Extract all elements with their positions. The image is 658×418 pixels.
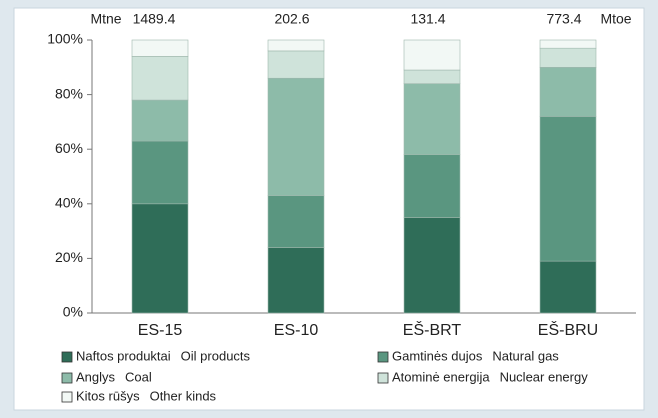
bar-segment [403,39,461,71]
unit-left: Mtne [90,11,121,27]
bar-segment [539,67,597,117]
x-tick-label: ES-15 [138,322,183,339]
bar-segment [131,56,189,101]
total-label: 202.6 [274,11,309,27]
legend-swatch [377,372,389,384]
y-tick-label: 80% [55,85,83,101]
legend-label: Anglys [76,369,116,384]
bar-segment [539,47,597,68]
bar-segment [539,39,597,49]
bar-segment [131,39,189,57]
bar-segment [267,195,325,248]
bar-segment [131,203,189,314]
bar-segment [131,99,189,142]
legend-label-en: Other kinds [150,388,217,403]
total-label: 773.4 [546,11,581,27]
legend-swatch [377,351,389,363]
legend-label-en: Natural gas [492,348,559,363]
total-label: 1489.4 [133,11,176,27]
y-tick-label: 40% [55,195,83,211]
x-tick-label: EŠ-BRT [403,320,462,339]
x-tick-label: ES-10 [274,322,319,339]
legend-label: Naftos produktai [76,348,171,363]
bar-segment [267,247,325,314]
bar-segment [403,154,461,218]
total-label: 131.4 [410,11,445,27]
bar-segment [131,140,189,205]
bar-segment [403,83,461,155]
legend-swatch [61,351,73,363]
y-tick-label: 100% [47,31,83,47]
legend-label-en: Nuclear energy [500,369,589,384]
chart-frame [13,7,645,411]
unit-right: Mtoe [600,11,631,27]
bar-segment [267,39,325,52]
bar-segment [403,69,461,84]
bar-segment [539,116,597,262]
bar-segment [267,50,325,79]
x-tick-label: EŠ-BRU [538,320,598,339]
legend-label: Kitos rūšys [76,388,140,403]
bar-segment [267,77,325,196]
legend-label-en: Coal [125,369,152,384]
legend-swatch [61,391,73,403]
y-tick-label: 20% [55,249,83,265]
legend-swatch [61,372,73,384]
bar-segment [539,260,597,314]
legend-label: Atominė energija [392,369,490,384]
y-tick-label: 0% [63,304,83,320]
legend-label: Gamtinės dujos [392,348,483,363]
legend-label-en: Oil products [181,348,251,363]
y-tick-label: 60% [55,140,83,156]
bar-segment [403,217,461,314]
